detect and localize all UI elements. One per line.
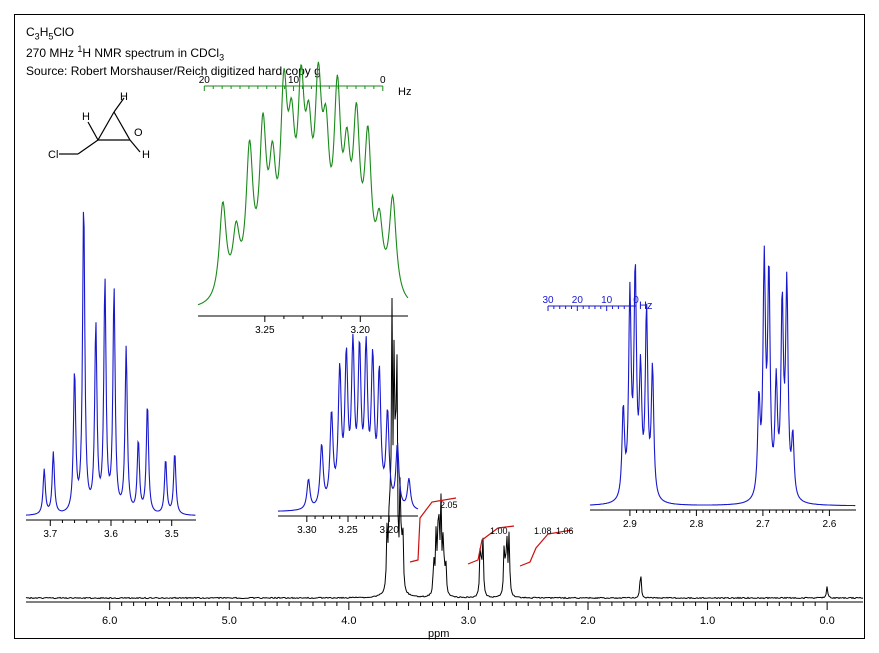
svg-text:3.5: 3.5 xyxy=(165,529,179,540)
svg-text:3.20: 3.20 xyxy=(351,325,371,336)
svg-text:4.0: 4.0 xyxy=(341,615,356,627)
svg-text:2.7: 2.7 xyxy=(756,519,770,530)
svg-text:1.0: 1.0 xyxy=(700,615,715,627)
svg-text:20: 20 xyxy=(572,295,584,306)
svg-text:3.25: 3.25 xyxy=(338,525,358,536)
svg-text:3.7: 3.7 xyxy=(43,529,57,540)
svg-text:30: 30 xyxy=(542,295,554,306)
svg-text:2.0: 2.0 xyxy=(580,615,595,627)
svg-text:3.6: 3.6 xyxy=(104,529,118,540)
svg-text:0.0: 0.0 xyxy=(819,615,834,627)
x-axis-label: ppm xyxy=(428,628,449,640)
integral-value: 2.05 xyxy=(440,500,458,510)
integral-value: 1.00 xyxy=(490,526,508,536)
hz-unit: Hz xyxy=(639,300,652,312)
svg-text:10: 10 xyxy=(288,75,300,86)
svg-text:6.0: 6.0 xyxy=(102,615,117,627)
svg-text:3.0: 3.0 xyxy=(461,615,476,627)
integral-value: 1.06 xyxy=(556,526,574,536)
svg-text:0: 0 xyxy=(380,75,386,86)
svg-text:3.30: 3.30 xyxy=(297,525,317,536)
integral-value: 1.08 xyxy=(534,526,552,536)
svg-text:2.9: 2.9 xyxy=(623,519,637,530)
svg-text:3.20: 3.20 xyxy=(379,525,399,536)
svg-text:20: 20 xyxy=(199,75,211,86)
svg-text:3.25: 3.25 xyxy=(255,325,275,336)
svg-text:2.8: 2.8 xyxy=(689,519,703,530)
svg-text:2.6: 2.6 xyxy=(822,519,836,530)
svg-text:10: 10 xyxy=(601,295,613,306)
hz-unit: Hz xyxy=(398,86,411,98)
main-spectrum: 6.0 5.0 4.0 3.0 2.0 1.0 0.0 3.7 3.6 3.5 3.25 3.20 3.… xyxy=(0,0,879,653)
svg-text:5.0: 5.0 xyxy=(222,615,237,627)
nmr-spectrum-figure: C3H5ClO 270 MHz 1H NMR spectrum in CDCl3… xyxy=(0,0,879,653)
